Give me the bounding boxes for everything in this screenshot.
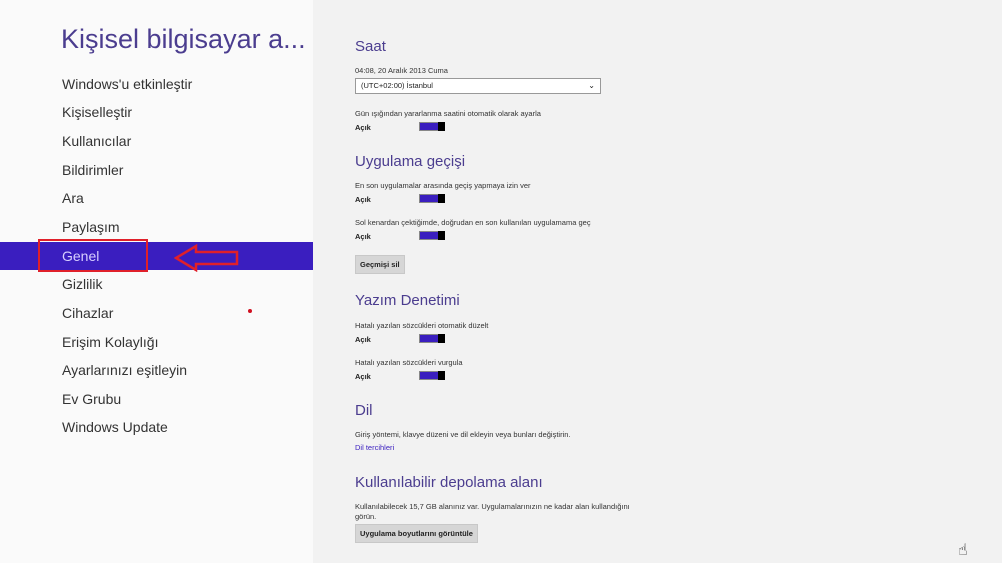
sidebar-item-homegroup[interactable]: Ev Grubu	[0, 385, 313, 413]
sidebar-item-windows-update[interactable]: Windows Update	[0, 413, 313, 441]
label: Erişim Kolaylığı	[62, 334, 159, 350]
hand-cursor-icon: ☝	[958, 540, 968, 559]
spelling-heading: Yazım Denetimi	[355, 292, 460, 309]
sidebar-item-devices[interactable]: Cihazlar	[0, 299, 313, 327]
sidebar-title: Kişisel bilgisayar a...	[61, 24, 306, 54]
storage-description-1: Kullanılabilecek 15,7 GB alanınız var. U…	[355, 502, 630, 511]
red-dot	[248, 309, 252, 313]
app-switch-opt1-state: Açık	[355, 195, 371, 204]
sidebar-item-general[interactable]: Genel	[0, 242, 313, 270]
sidebar-item-share[interactable]: Paylaşım	[0, 213, 313, 241]
highlight-box	[38, 239, 148, 272]
view-app-sizes-button[interactable]: Uygulama boyutlarını görüntüle	[355, 524, 478, 543]
sidebar-item-notifications[interactable]: Bildirimler	[0, 156, 313, 184]
timezone-value: (UTC+02:00) İstanbul	[361, 81, 433, 90]
label: Ara	[62, 190, 84, 206]
timezone-select[interactable]: (UTC+02:00) İstanbul ⌄	[355, 78, 601, 94]
sidebar-item-ease-of-access[interactable]: Erişim Kolaylığı	[0, 328, 313, 356]
current-datetime: 04:08, 20 Aralık 2013 Cuma	[355, 66, 448, 75]
sidebar-item-search[interactable]: Ara	[0, 184, 313, 212]
chevron-down-icon: ⌄	[588, 81, 595, 90]
storage-description-2: görün.	[355, 512, 377, 521]
label: Cihazlar	[62, 305, 114, 321]
app-switch-opt2-toggle[interactable]	[419, 231, 445, 240]
label: Paylaşım	[62, 219, 120, 235]
app-switch-opt2-state: Açık	[355, 232, 371, 241]
label: Genel	[62, 248, 100, 264]
label: Kişiselleştir	[62, 104, 133, 120]
label: Kullanıcılar	[62, 133, 132, 149]
label: Windows'u etkinleştir	[62, 76, 193, 92]
sidebar-item-personalize[interactable]: Kişiselleştir	[0, 98, 313, 126]
spelling-opt1-label: Hatalı yazılan sözcükleri otomatik düzel…	[355, 321, 489, 330]
dst-state: Açık	[355, 123, 371, 132]
spelling-opt1-toggle[interactable]	[419, 334, 445, 343]
app-switch-heading: Uygulama geçişi	[355, 153, 466, 170]
app-switch-opt2-label: Sol kenardan çektiğimde, doğrudan en son…	[355, 218, 591, 227]
label: Gizlilik	[62, 276, 103, 292]
clock-heading: Saat	[355, 38, 386, 55]
label: Ev Grubu	[62, 391, 122, 407]
arrow-left-icon	[174, 244, 239, 272]
label: Ayarlarınızı eşitleyin	[62, 362, 188, 378]
language-description: Giriş yöntemi, klavye düzeni ve dil ekle…	[355, 430, 571, 439]
app-switch-opt1-toggle[interactable]	[419, 194, 445, 203]
dst-toggle[interactable]	[419, 122, 445, 131]
clear-history-button[interactable]: Geçmişi sil	[355, 255, 405, 274]
spelling-opt2-state: Açık	[355, 372, 371, 381]
spelling-opt2-label: Hatalı yazılan sözcükleri vurgula	[355, 358, 463, 367]
settings-sidebar: Kişisel bilgisayar a... Windows'u etkinl…	[0, 0, 313, 563]
sidebar-item-users[interactable]: Kullanıcılar	[0, 127, 313, 155]
label: Windows Update	[62, 419, 168, 435]
label: Bildirimler	[62, 162, 124, 178]
dst-label: Gün ışığından yararlanma saatini otomati…	[355, 109, 541, 118]
sidebar-item-sync[interactable]: Ayarlarınızı eşitleyin	[0, 356, 313, 384]
language-preferences-link[interactable]: Dil tercihleri	[355, 443, 395, 452]
spelling-opt2-toggle[interactable]	[419, 371, 445, 380]
language-heading: Dil	[355, 402, 373, 419]
sidebar-item-activate-windows[interactable]: Windows'u etkinleştir	[0, 70, 313, 98]
spelling-opt1-state: Açık	[355, 335, 371, 344]
app-switch-opt1-label: En son uygulamalar arasında geçiş yapmay…	[355, 181, 531, 190]
sidebar-item-privacy[interactable]: Gizlilik	[0, 270, 313, 298]
storage-heading: Kullanılabilir depolama alanı	[355, 474, 543, 491]
